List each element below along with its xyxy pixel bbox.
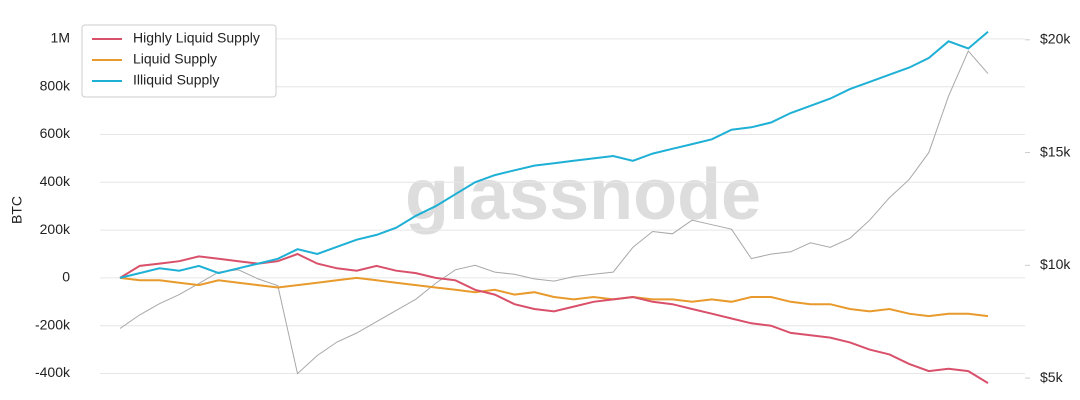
y-tick-label: 400k [40, 173, 71, 189]
y2-tick-label: $20k [1040, 31, 1071, 47]
legend-box [81, 24, 277, 98]
watermark: glassnode [405, 155, 761, 235]
y-tick-label: -200k [35, 316, 71, 332]
series-line [119, 50, 989, 375]
y-axis-label: BTC [9, 196, 25, 224]
legend: Highly Liquid Supply Liquid Supply Illiqui… [81, 24, 277, 98]
y-tick-label: 0 [62, 269, 70, 285]
legend-label: Highly Liquid Supply [133, 30, 260, 46]
legend-label: Illiquid Supply [133, 72, 219, 88]
y-tick-label: 1M [51, 30, 70, 46]
y-tick-label: -400k [35, 364, 71, 380]
y2-tick-label: $5k [1040, 369, 1064, 385]
y2-tick-label: $15k [1040, 143, 1071, 159]
series-line [119, 276, 989, 318]
legend-label: Liquid Supply [133, 51, 217, 67]
y-tick-label: 600k [40, 125, 71, 141]
series-line [119, 30, 989, 279]
y2-tick-label: $10k [1040, 256, 1071, 272]
series-line [119, 252, 989, 384]
y-tick-label: 800k [40, 77, 71, 93]
y-tick-label: 200k [40, 221, 71, 237]
